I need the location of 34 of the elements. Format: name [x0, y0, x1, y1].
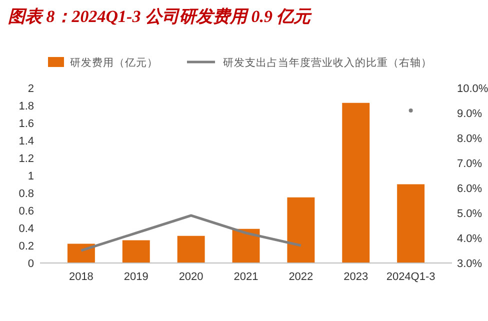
y-tick-label: 1	[28, 170, 34, 182]
y-tick-label: 1.6	[18, 118, 34, 130]
x-tick-label: 2018	[68, 271, 94, 283]
y-tick-label: 0.4	[18, 223, 34, 235]
bar	[397, 184, 425, 263]
legend-label: 研发费用（亿元）	[70, 56, 158, 69]
y-tick-label: 0.2	[18, 240, 34, 252]
legend-label: 研发支出占当年度营业收入的比重（右轴）	[223, 56, 432, 69]
y2-tick-label: 3.0%	[457, 258, 482, 270]
y-tick-label: 1.4	[18, 136, 34, 148]
bar	[177, 236, 205, 263]
chart-title: 图表 8：2024Q1-3 公司研发费用 0.9 亿元	[8, 7, 313, 26]
bar	[287, 197, 315, 263]
x-tick-label: 2023	[344, 271, 368, 283]
x-tick-label: 2021	[234, 271, 258, 283]
y-tick-label: 2	[28, 83, 34, 95]
y2-tick-label: 4.0%	[457, 233, 482, 245]
y-tick-label: 0.6	[18, 206, 34, 218]
y-tick-label: 0	[28, 258, 34, 270]
y2-tick-label: 10.0%	[457, 83, 488, 95]
x-tick-label: 2024Q1-3	[386, 271, 436, 283]
x-tick-label: 2019	[124, 271, 148, 283]
x-tick-label: 2022	[288, 271, 314, 283]
y2-tick-label: 9.0%	[457, 108, 482, 120]
bar	[342, 102, 370, 263]
y-tick-label: 1.2	[18, 153, 34, 165]
y2-tick-label: 5.0%	[457, 208, 482, 220]
x-tick-label: 2020	[178, 271, 204, 283]
y2-tick-label: 8.0%	[457, 133, 482, 145]
y2-tick-label: 6.0%	[457, 183, 482, 195]
y-tick-label: 1.8	[18, 100, 34, 112]
y-tick-label: 0.8	[18, 188, 34, 200]
bar	[122, 240, 150, 263]
y2-tick-label: 7.0%	[457, 158, 482, 170]
